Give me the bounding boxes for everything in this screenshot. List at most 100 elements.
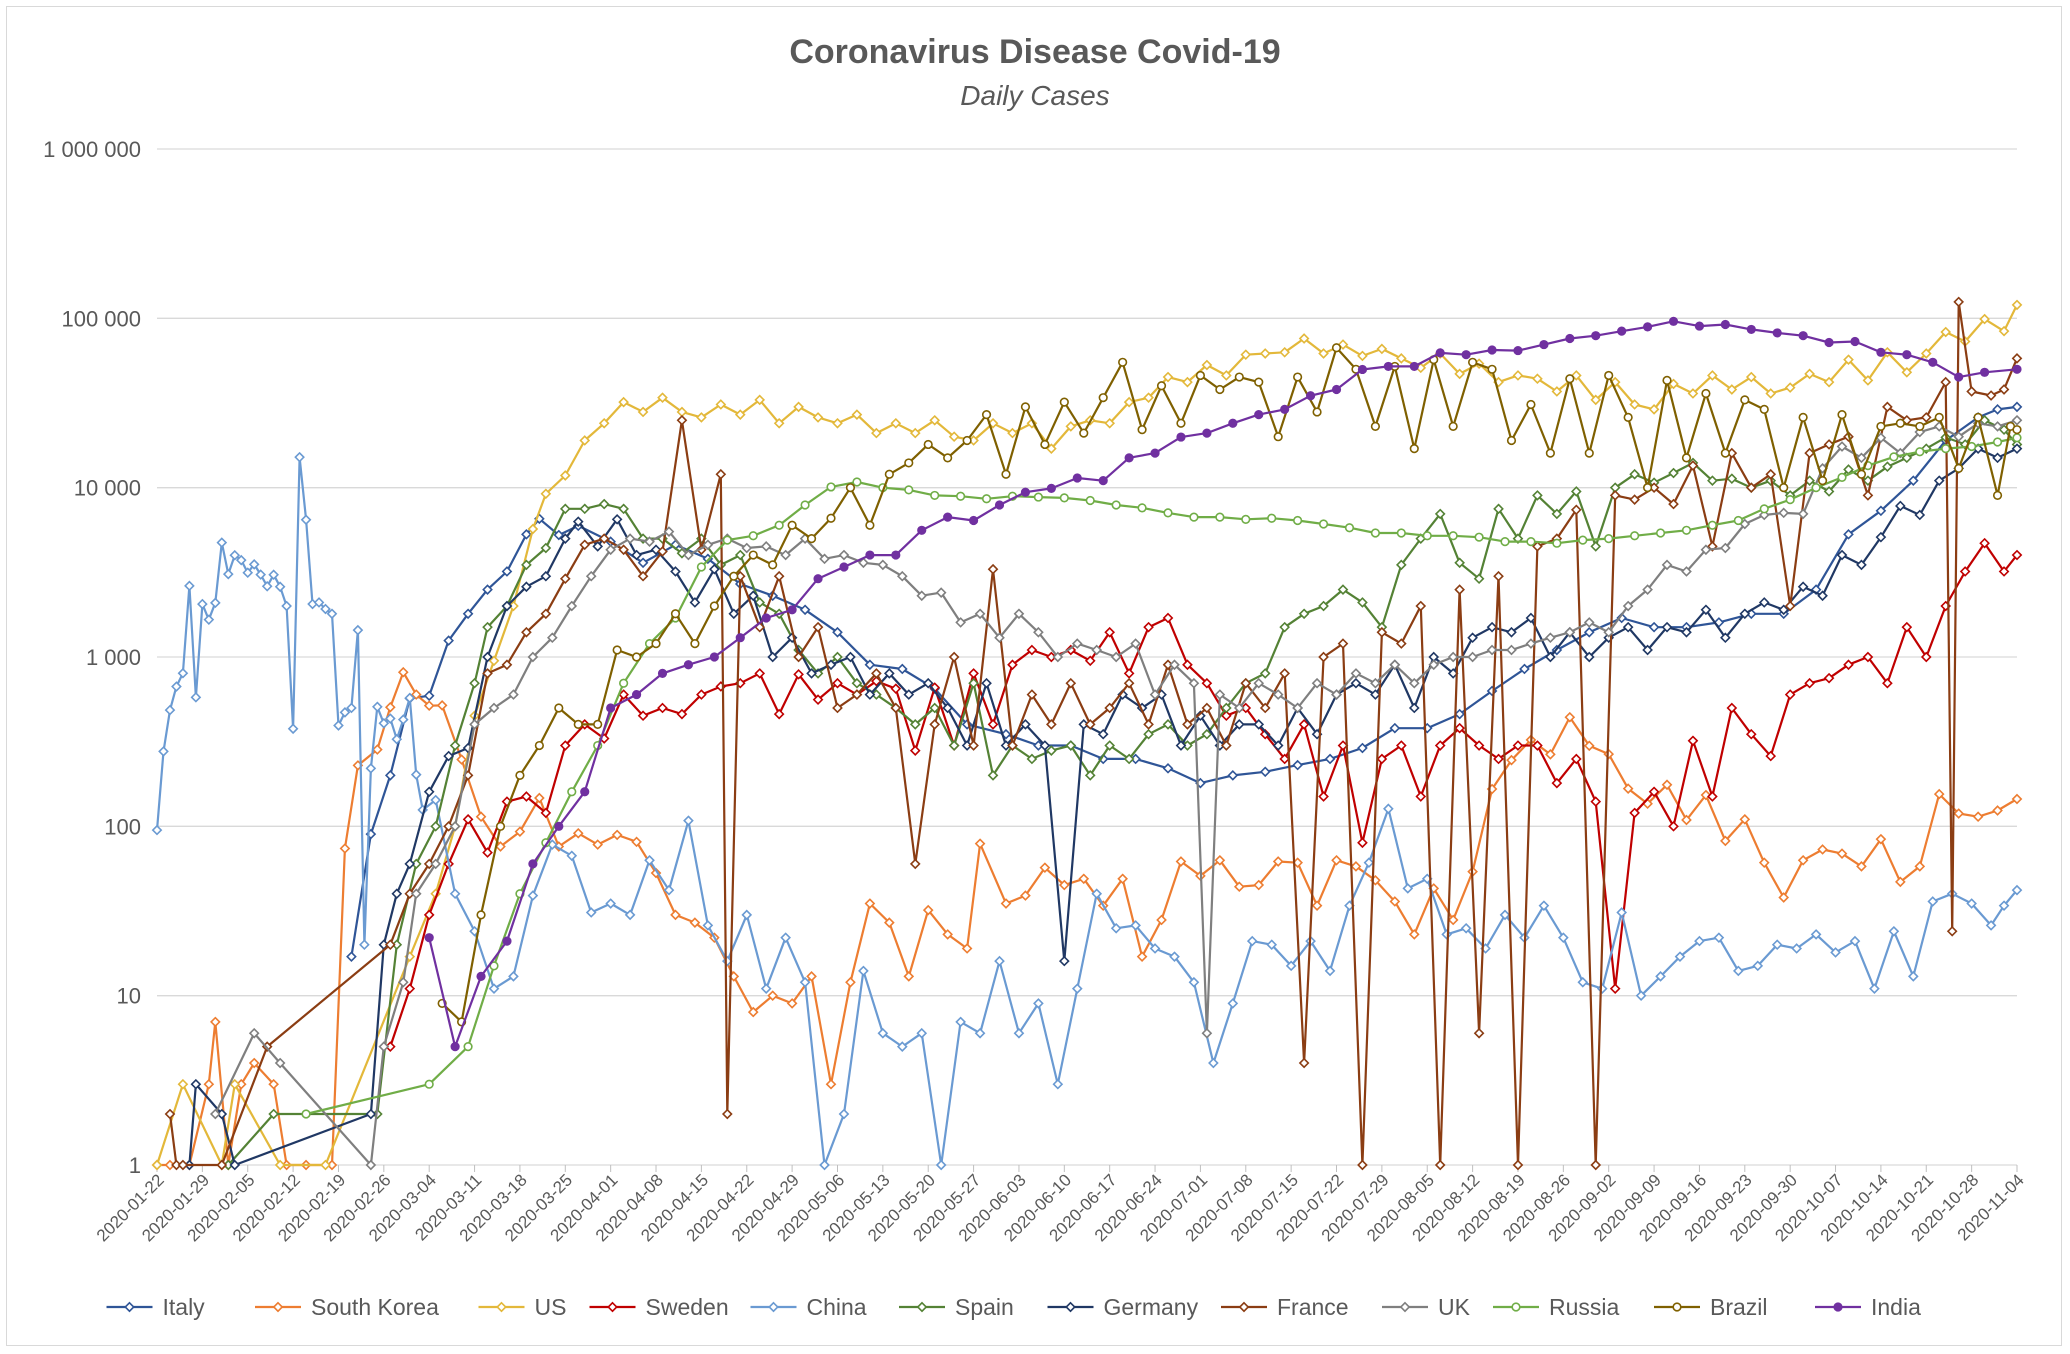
data-point-russia (1448, 531, 1458, 541)
data-point-uk (488, 702, 500, 714)
data-point-sweden (1298, 719, 1310, 730)
data-point-us (1707, 370, 1718, 381)
data-point-china (1791, 943, 1802, 954)
data-point-india (1124, 453, 1134, 463)
data-point-russia (424, 1079, 434, 1089)
data-point-germany (1778, 604, 1790, 616)
data-point-china (397, 714, 409, 725)
data-point-us (1765, 388, 1777, 399)
data-point-germany (365, 1108, 377, 1120)
chart-subtitle: Daily Cases (960, 80, 1109, 111)
data-point-uk (1583, 617, 1595, 628)
data-point-uk (1836, 441, 1848, 452)
data-point-china (320, 603, 331, 615)
data-point-brazil (1954, 463, 1964, 473)
data-point-russia (1085, 495, 1095, 506)
data-point-india (1902, 350, 1912, 360)
data-point-sweden (696, 689, 707, 700)
data-point-sweden (1648, 786, 1660, 798)
data-point-russia (1681, 525, 1692, 535)
data-point-france (1784, 600, 1796, 612)
data-point-china (255, 569, 267, 580)
data-point-spain (482, 621, 493, 633)
data-point-sweden (1454, 722, 1465, 734)
data-point-south-korea (1000, 898, 1012, 909)
data-point-russia (1811, 483, 1821, 493)
data-point-uk (1642, 584, 1653, 595)
data-point-us (1590, 394, 1602, 406)
data-point-france (2011, 353, 2023, 364)
data-point-france (1687, 460, 1699, 471)
data-point-china (1674, 951, 1686, 962)
data-point-italy (346, 951, 357, 962)
data-point-uk (1253, 677, 1265, 689)
data-point-spain (1395, 559, 1407, 571)
data-point-sweden (1590, 796, 1602, 807)
data-point-germany (1875, 531, 1887, 543)
data-point-brazil (1642, 483, 1653, 493)
data-point-sweden (1512, 740, 1524, 751)
data-point-germany (884, 668, 895, 679)
data-point-us (871, 427, 882, 439)
plot-area (151, 296, 2023, 1171)
data-point-france (1946, 925, 1958, 937)
data-point-china (171, 681, 182, 692)
data-point-italy (896, 663, 908, 675)
legend-item-uk: UK (1382, 1294, 1471, 1320)
data-point-germany (864, 689, 876, 700)
data-point-uk (1169, 659, 1180, 671)
data-point-sweden (1395, 740, 1407, 751)
legend-marker (496, 1301, 507, 1313)
data-point-sweden (1570, 753, 1582, 765)
data-point-russia (567, 787, 577, 797)
data-point-uk (760, 541, 772, 552)
data-point-sweden (1318, 791, 1329, 802)
data-point-sweden (1162, 612, 1174, 624)
data-point-brazil (806, 534, 817, 544)
data-point-sweden (1473, 740, 1485, 751)
data-point-spain (1123, 753, 1135, 765)
data-point-china (1033, 998, 1044, 1009)
data-point-france (909, 858, 921, 870)
data-point-france (1415, 600, 1427, 612)
data-point-china (1966, 898, 1977, 909)
data-point-us (1648, 404, 1660, 415)
data-point-brazil (1370, 421, 1380, 432)
data-point-india (1254, 410, 1264, 420)
data-point-india (1513, 345, 1523, 356)
data-point-south-korea (1720, 835, 1731, 847)
data-point-india (1228, 418, 1238, 428)
data-point-china (916, 1027, 928, 1039)
data-point-france (773, 570, 785, 582)
data-point-brazil (1759, 404, 1769, 414)
data-point-france (1143, 719, 1154, 730)
data-point-sweden (1026, 644, 1038, 656)
data-point-china (346, 702, 357, 714)
series-line-south-korea (157, 671, 2018, 1167)
data-point-france (1201, 702, 1213, 714)
data-point-china (281, 600, 292, 612)
data-point-china (1091, 888, 1103, 900)
data-point-brazil (904, 458, 914, 468)
data-point-france (1221, 740, 1232, 751)
data-point-us (1784, 382, 1796, 393)
data-point-india (917, 525, 927, 535)
data-point-spain (1221, 702, 1232, 714)
data-point-italy (799, 604, 811, 616)
data-point-france (1046, 719, 1057, 730)
data-point-us (1143, 392, 1154, 404)
data-point-china (326, 608, 338, 620)
data-point-south-korea (372, 744, 383, 755)
data-point-spain (579, 503, 591, 515)
data-point-china (1013, 1027, 1025, 1039)
data-point-uk (1091, 644, 1103, 656)
data-point-us (618, 396, 629, 408)
data-point-france (890, 702, 902, 714)
data-point-us (696, 412, 707, 423)
data-point-germany (1739, 608, 1751, 620)
data-point-india (1046, 483, 1056, 494)
data-point-uk (508, 689, 519, 700)
data-point-china (2011, 884, 2023, 896)
data-point-china (877, 1027, 889, 1039)
data-point-germany (670, 566, 681, 577)
